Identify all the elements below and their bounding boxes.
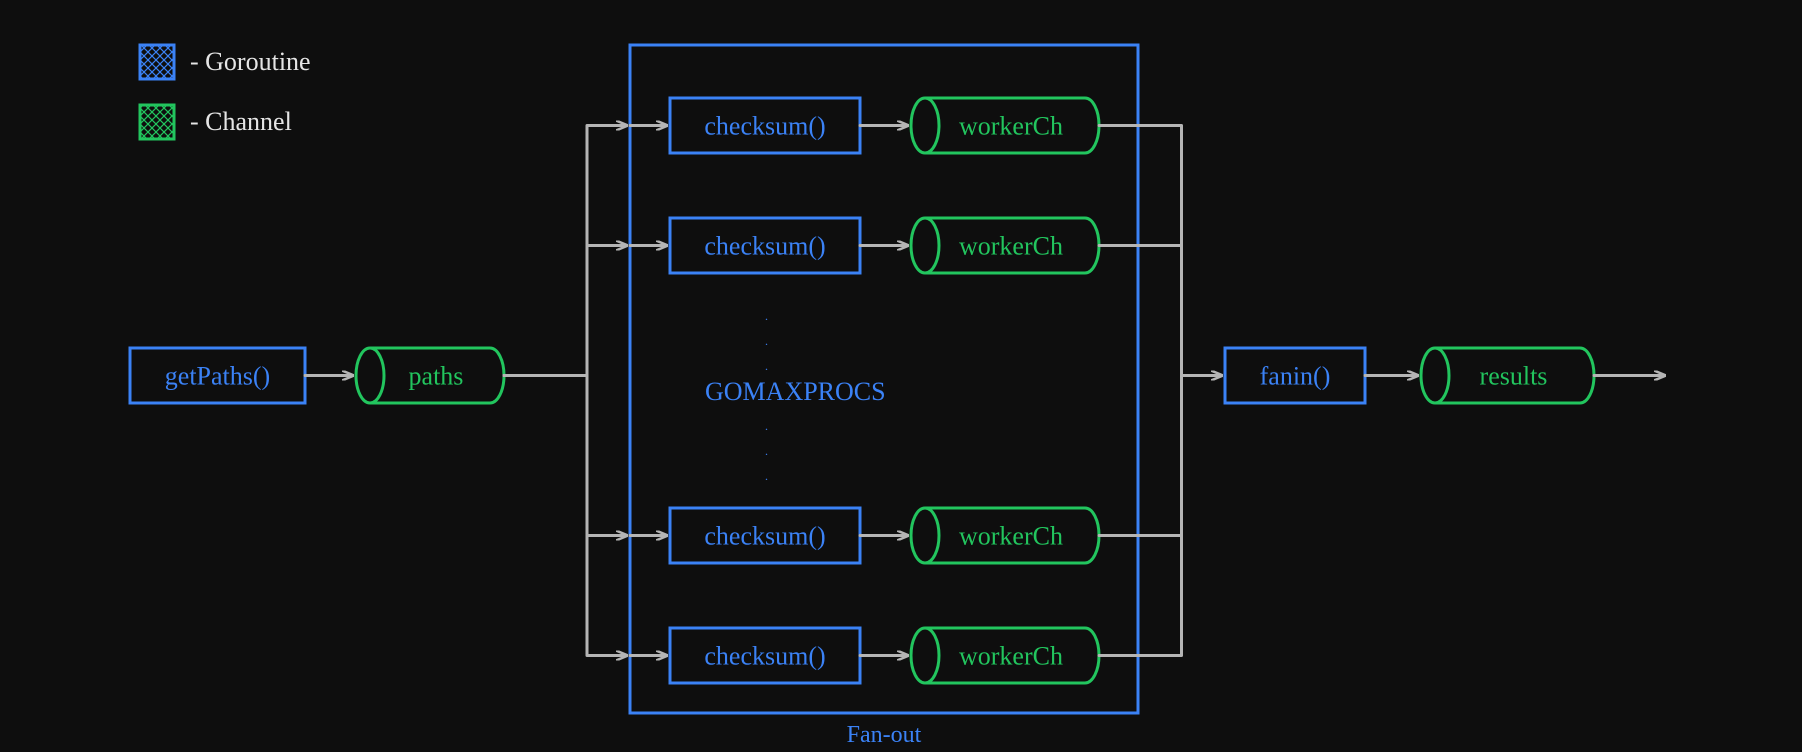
connectors: [305, 126, 1664, 656]
workerch-1-channel-label: workerCh: [959, 112, 1063, 141]
legend-channel-swatch: [140, 105, 174, 139]
checksum-3-goroutine-label: checksum(): [704, 522, 825, 551]
svg-text:.: .: [765, 469, 768, 483]
workerch-3-channel-label: workerCh: [959, 522, 1063, 551]
line-converge-2: [1138, 246, 1182, 376]
workerch-3-channel: workerCh: [911, 508, 1099, 563]
arrow-paths-fanoutbox-1: [504, 126, 626, 376]
checksum-4-goroutine: checksum(): [670, 628, 860, 683]
checksum-1-goroutine-label: checksum(): [704, 112, 825, 141]
arrow-paths-fanoutbox-2: [504, 246, 626, 376]
svg-text:.: .: [765, 444, 768, 458]
fanin-goroutine: fanin(): [1225, 348, 1365, 403]
results-channel-label: results: [1480, 362, 1548, 391]
results-channel: results: [1421, 348, 1594, 403]
line-converge-3: [1138, 376, 1182, 536]
legend: - Goroutine - Channel: [140, 45, 311, 139]
checksum-3-goroutine: checksum(): [670, 508, 860, 563]
fanout-label: Fan-out: [847, 722, 922, 748]
gomaxprocs-region: . . . GOMAXPROCS . . .: [705, 309, 886, 483]
workerch-4-channel-label: workerCh: [959, 642, 1063, 671]
checksum-4-goroutine-label: checksum(): [704, 642, 825, 671]
checksum-1-goroutine: checksum(): [670, 98, 860, 153]
paths-channel-label: paths: [409, 362, 464, 391]
arrow-paths-fanoutbox-4: [504, 376, 626, 656]
svg-text:.: .: [765, 309, 768, 323]
paths-channel: paths: [356, 348, 504, 403]
svg-text:.: .: [765, 334, 768, 348]
legend-channel-label: - Channel: [190, 107, 292, 136]
line-converge-4: [1138, 376, 1182, 656]
workerch-4-channel: workerCh: [911, 628, 1099, 683]
getpaths-goroutine: getPaths(): [130, 348, 305, 403]
checksum-2-goroutine: checksum(): [670, 218, 860, 273]
svg-text:.: .: [765, 419, 768, 433]
svg-text:.: .: [765, 359, 768, 373]
fanin-goroutine-label: fanin(): [1260, 362, 1331, 391]
line-converge-1: [1138, 126, 1182, 376]
pipeline-diagram: - Goroutine - Channel Fan-out . . . GOMA…: [0, 0, 1802, 752]
getpaths-goroutine-label: getPaths(): [165, 362, 270, 391]
workerch-2-channel-label: workerCh: [959, 232, 1063, 261]
legend-goroutine-label: - Goroutine: [190, 47, 311, 76]
workerch-2-channel: workerCh: [911, 218, 1099, 273]
workerch-1-channel: workerCh: [911, 98, 1099, 153]
arrow-paths-fanoutbox-3: [504, 376, 626, 536]
gomaxprocs-label: GOMAXPROCS: [705, 377, 886, 406]
legend-goroutine-swatch: [140, 45, 174, 79]
checksum-2-goroutine-label: checksum(): [704, 232, 825, 261]
